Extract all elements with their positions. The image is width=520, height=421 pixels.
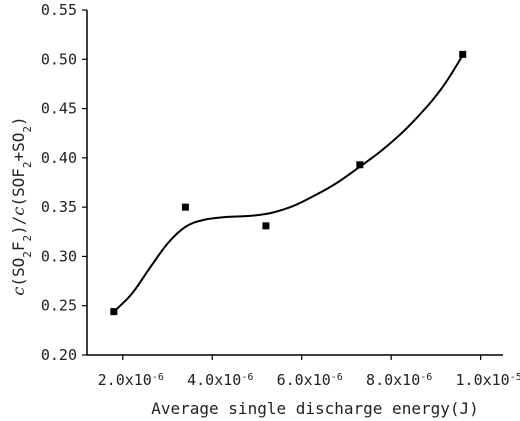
data-point (262, 222, 270, 230)
fit-curve (113, 54, 464, 313)
y-axis-ticks: 0.20 0.25 0.30 0.35 0.40 0.45 0.50 0.55 (41, 1, 87, 364)
data-point (110, 308, 118, 316)
x-tick-label: 8.0x10-6 (366, 371, 432, 389)
fit-curve-layer (113, 54, 464, 313)
y-tick-label: 0.35 (41, 198, 77, 216)
data-point (181, 203, 189, 211)
y-tick-label: 0.55 (41, 1, 77, 19)
x-tick-label: 4.0x10-6 (187, 371, 253, 389)
y-tick-label: 0.20 (41, 346, 77, 364)
y-tick-label: 0.25 (41, 297, 77, 315)
data-points (110, 50, 467, 316)
x-axis-label: Average single discharge energy(J) (151, 399, 479, 418)
x-tick-label: 1.0x10-5 (456, 371, 520, 389)
y-tick-label: 0.30 (41, 247, 77, 265)
y-tick-label: 0.40 (41, 149, 77, 167)
y-tick-label: 0.45 (41, 100, 77, 118)
axes (86, 10, 503, 356)
x-tick-label: 2.0x10-6 (98, 371, 164, 389)
y-tick-label: 0.50 (41, 50, 77, 68)
data-point (356, 161, 364, 169)
x-axis-ticks: 2.0x10-6 4.0x10-6 6.0x10-6 8.0x10-6 1.0x10-5 (98, 355, 520, 389)
y-axis-label: c(SO2F2)/c(SOF2+SO2) (9, 116, 34, 295)
x-tick-label: 6.0x10-6 (277, 371, 343, 389)
data-point (459, 50, 467, 58)
